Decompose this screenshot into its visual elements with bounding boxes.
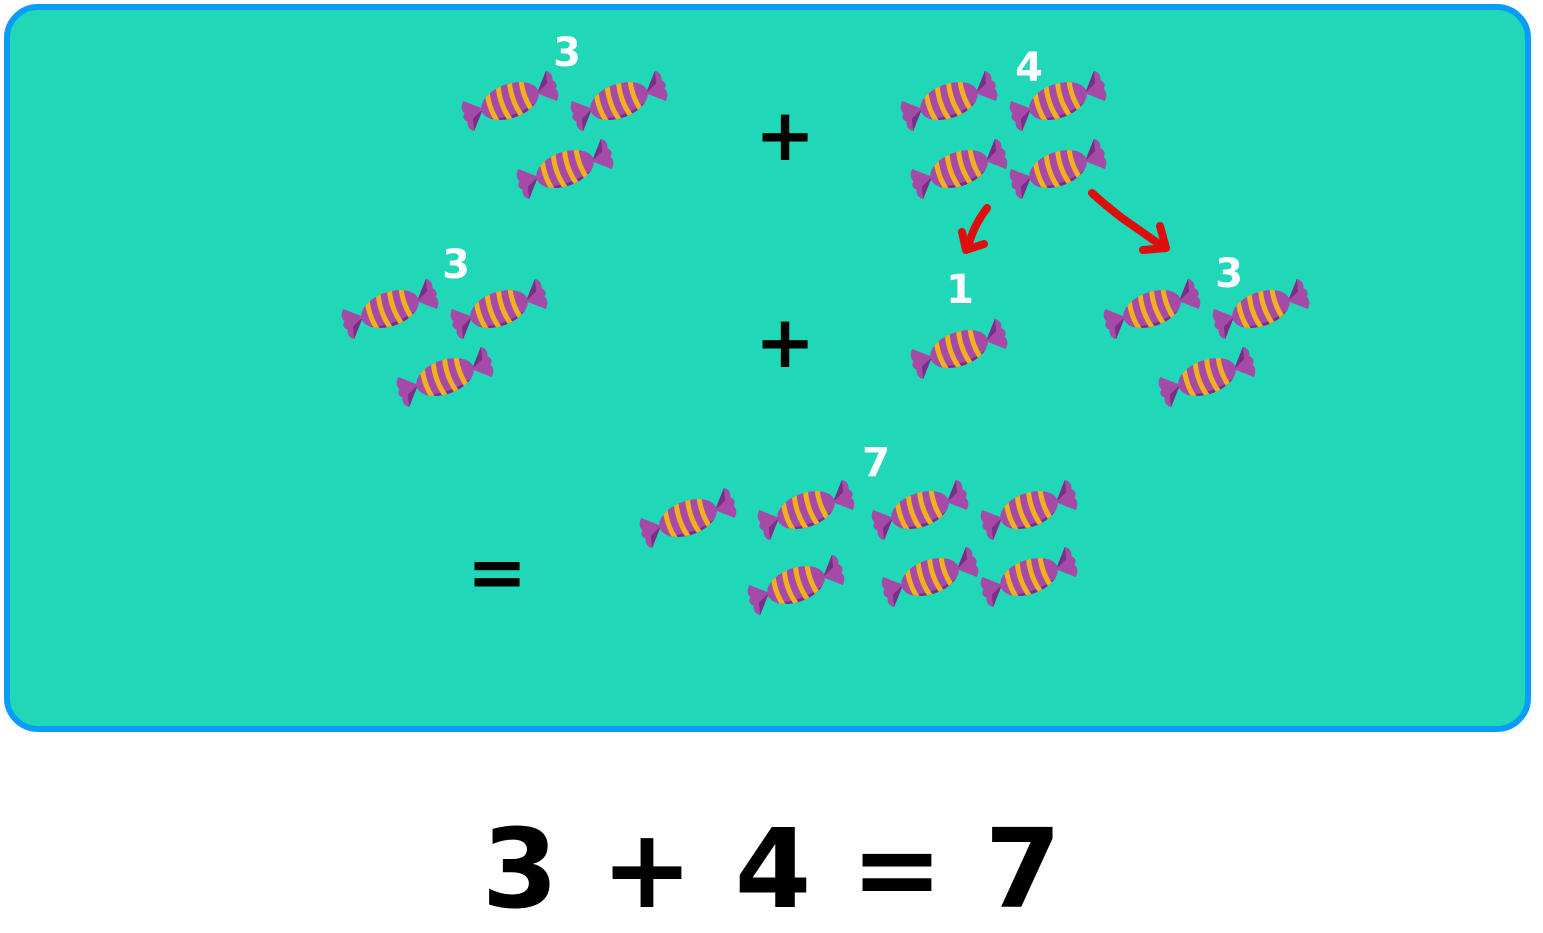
candy-icon: [566, 67, 672, 137]
equation-addend-1: 3: [481, 805, 559, 933]
illustration-panel: [4, 4, 1531, 732]
result-count-label: 7: [862, 440, 890, 486]
split-one-count-label: 1: [946, 267, 974, 313]
top-right-count-label: 4: [1015, 45, 1043, 91]
candy-icon: [867, 476, 973, 546]
candy-icon: [635, 484, 741, 554]
equation-plus: +: [600, 805, 694, 933]
candy-icon: [743, 551, 849, 621]
middle-left-count-label: 3: [442, 242, 470, 288]
candy-icon: [1099, 275, 1205, 345]
split-arrow-left-icon: [958, 204, 991, 254]
equation-equals: =: [850, 805, 944, 933]
candy-icon: [457, 67, 563, 137]
candy-icon: [906, 315, 1012, 385]
candy-icon: [976, 543, 1082, 613]
split-arrow-right-icon: [1088, 189, 1170, 254]
equation: 3 + 4 = 7: [0, 810, 1543, 929]
equation-addend-2: 4: [734, 805, 812, 933]
equation-sum: 7: [984, 805, 1062, 933]
candy-icon: [877, 543, 983, 613]
plus-sign-middle: +: [754, 300, 816, 384]
candy-icon: [753, 476, 859, 546]
candy-icon: [392, 343, 498, 413]
candy-icon: [1154, 343, 1260, 413]
candy-icon: [906, 135, 1012, 205]
split-three-count-label: 3: [1215, 251, 1243, 297]
plus-sign-top: +: [754, 93, 816, 177]
top-left-count-label: 3: [553, 30, 581, 76]
candy-icon: [896, 67, 1002, 137]
candy-icon: [976, 476, 1082, 546]
candy-icon: [337, 275, 443, 345]
equals-sign: =: [466, 530, 528, 614]
candy-icon: [512, 135, 618, 205]
